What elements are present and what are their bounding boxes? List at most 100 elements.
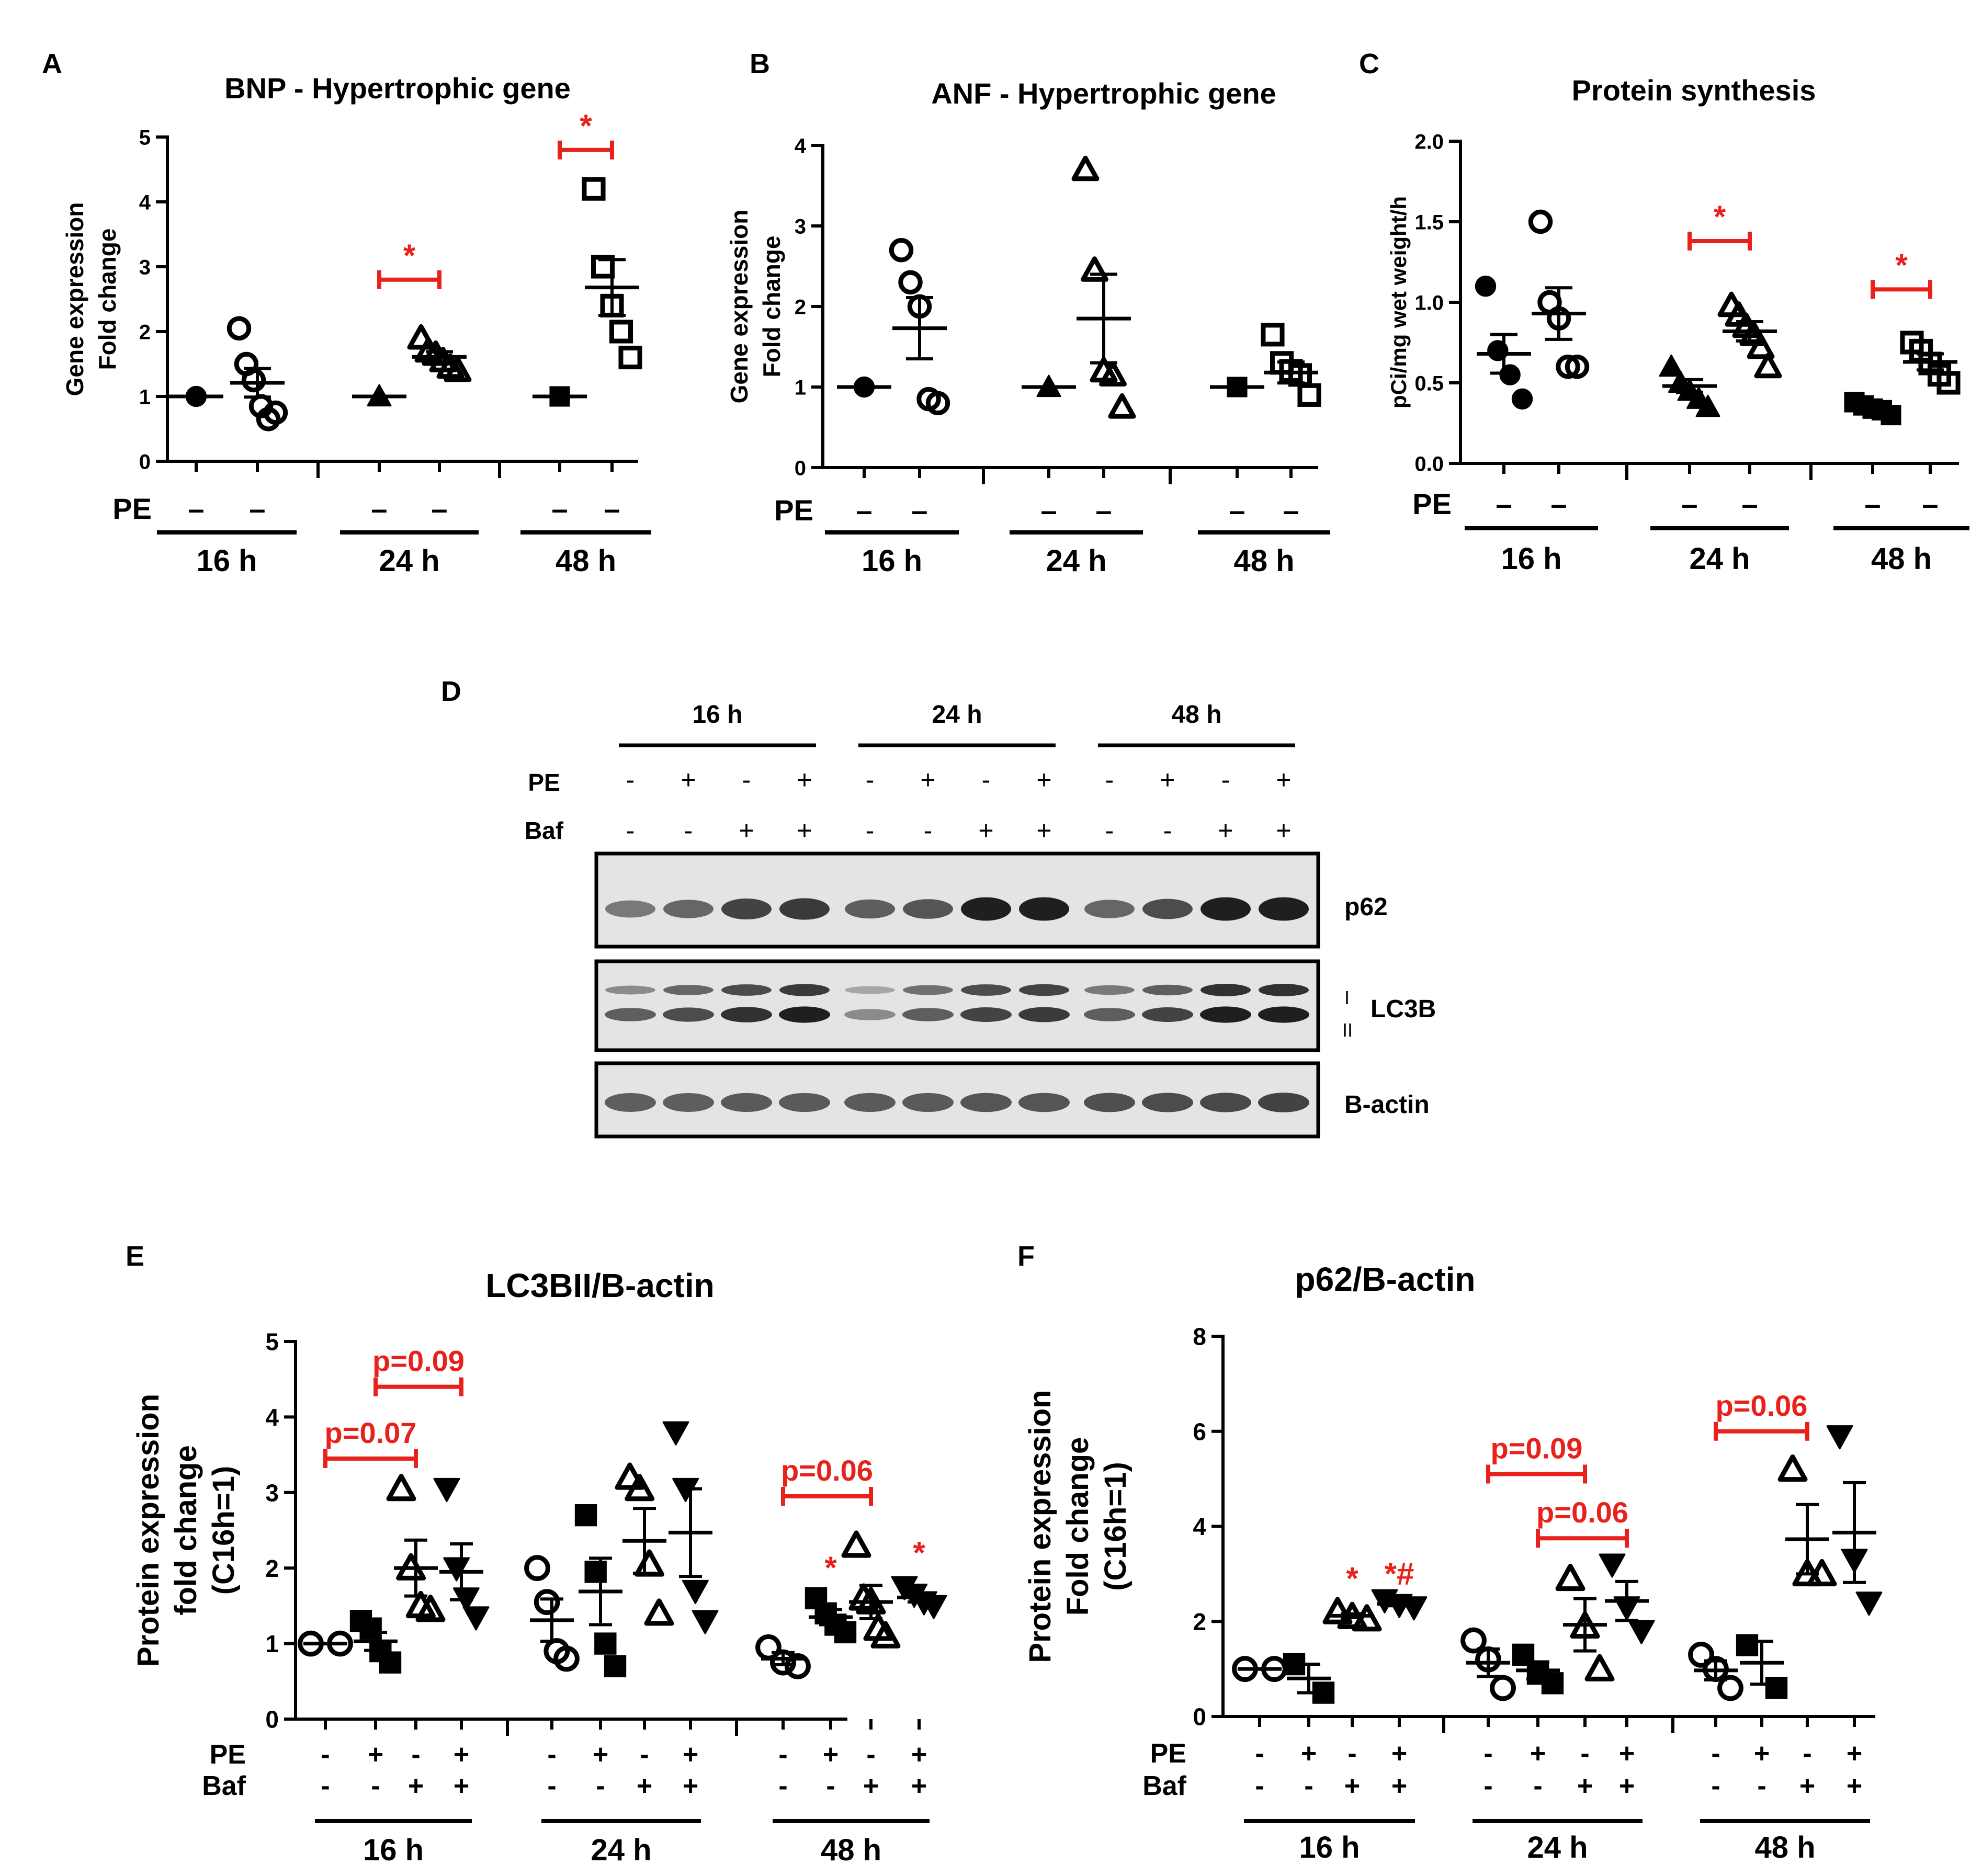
data-point [1511, 388, 1533, 410]
y-tick-label: 4 [265, 1404, 279, 1431]
band-b-actin [1200, 1093, 1251, 1112]
band-p62 [721, 899, 772, 919]
data-point [584, 1561, 607, 1583]
condition-symbol: – [1681, 487, 1697, 520]
y-tick-label: 3 [265, 1479, 279, 1506]
data-point [1717, 1675, 1743, 1701]
y-axis-label: Fold change [1061, 1437, 1095, 1616]
band-b-actin [960, 1093, 1012, 1112]
panel-A: A BNP - Hypertrophic gene Gene expression F… [42, 48, 651, 578]
data-point [524, 1555, 550, 1582]
significance-label: p=0.06 [1716, 1389, 1808, 1422]
data-point [1747, 333, 1775, 359]
y-axis-label: (C16h=1) [207, 1466, 241, 1595]
data-point [1460, 1627, 1487, 1654]
panel-letter: A [42, 48, 62, 79]
condition-symbol: – [1095, 494, 1112, 527]
blot-baf-symbol: + [1276, 816, 1291, 845]
significance-label: * [580, 108, 592, 143]
band-lc3b-ii [1018, 1007, 1070, 1022]
blot-pe-symbol: - [1105, 765, 1114, 794]
condition-symbol: + [1344, 1771, 1360, 1801]
band-lc3b-i [1142, 984, 1193, 996]
band-b-actin [902, 1093, 954, 1112]
blot-band-label: p62 [1344, 893, 1388, 921]
y-tick-label: 6 [1193, 1418, 1206, 1445]
significance-label: p=0.07 [325, 1416, 417, 1449]
data-point [634, 1549, 664, 1577]
band-lc3b-i [1200, 984, 1251, 996]
blot-baf-symbol: - [684, 816, 693, 845]
condition-symbol: – [911, 494, 927, 527]
condition-symbol: + [1619, 1771, 1635, 1801]
condition-symbol: - [1483, 1738, 1492, 1769]
data-point [1555, 1563, 1585, 1591]
condition-row-label: PE [774, 494, 813, 527]
blot-time-label: 24 h [932, 701, 982, 729]
data-point [359, 1617, 382, 1640]
y-axis-label: fold change [169, 1445, 203, 1615]
data-point [553, 1645, 580, 1672]
data-point [1826, 1425, 1853, 1450]
band-b-actin [721, 1093, 772, 1112]
condition-symbol: + [1619, 1738, 1635, 1769]
condition-row-label: PE [1150, 1738, 1186, 1769]
condition-symbol: + [454, 1771, 469, 1801]
condition-symbol: - [1483, 1771, 1492, 1801]
data-point [1081, 256, 1108, 282]
y-tick-label: 2 [1193, 1608, 1206, 1635]
y-axis-label: (C16h=1) [1098, 1462, 1132, 1591]
band-p62 [605, 900, 655, 918]
significance-label: p=0.06 [781, 1454, 873, 1487]
data-point [898, 270, 923, 294]
condition-symbol: + [823, 1739, 839, 1770]
time-label: 24 h [1689, 542, 1750, 576]
time-label: 24 h [1527, 1830, 1588, 1864]
condition-symbol: - [640, 1739, 649, 1770]
condition-symbol: + [1577, 1771, 1593, 1801]
significance-label: * [913, 1535, 925, 1570]
time-label: 48 h [821, 1833, 881, 1867]
data-point [443, 1557, 470, 1582]
condition-symbol: - [778, 1771, 787, 1801]
condition-symbol: – [371, 492, 387, 525]
y-tick-label: 1 [795, 376, 806, 399]
time-label: 16 h [1299, 1830, 1360, 1864]
condition-symbol: + [593, 1739, 608, 1770]
time-label: 24 h [1046, 544, 1106, 578]
data-point [462, 1606, 490, 1631]
band-p62 [663, 900, 713, 918]
band-p62 [845, 899, 895, 919]
condition-symbol: + [1799, 1771, 1815, 1801]
y-tick-label: 1.5 [1414, 211, 1444, 234]
panel-E: E LC3BII/B-actin Protein expression fold ch… [126, 1241, 947, 1867]
y-axis-label: Gene expression [61, 202, 88, 396]
y-tick-label: 4 [1193, 1513, 1206, 1540]
y-tick-label: 3 [795, 215, 806, 238]
data-point [1736, 1634, 1759, 1656]
y-axis-label: Fold change [94, 229, 121, 370]
condition-symbol: + [1847, 1771, 1862, 1801]
y-axis-label: Fold change [758, 236, 785, 378]
significance-label: p=0.09 [1491, 1432, 1583, 1465]
condition-symbol: - [547, 1771, 556, 1801]
y-tick-label: 0 [1193, 1703, 1206, 1731]
blot-band-sublabel: I [1344, 987, 1350, 1008]
condition-symbol: + [1301, 1738, 1317, 1769]
condition-symbol: – [604, 492, 620, 525]
data-point [574, 1504, 597, 1527]
condition-symbol: - [866, 1739, 875, 1770]
condition-symbol: – [188, 492, 204, 525]
condition-symbol: + [1530, 1738, 1546, 1769]
data-point [379, 1651, 402, 1674]
blot-baf-symbol: + [739, 816, 754, 845]
data-point [415, 1595, 446, 1622]
condition-symbol: - [1304, 1771, 1313, 1801]
condition-symbol: - [321, 1739, 330, 1770]
data-point [1695, 394, 1720, 417]
condition-symbol: – [1922, 487, 1938, 520]
y-tick-label: 1 [265, 1630, 279, 1657]
data-point [1936, 371, 1961, 395]
band-lc3b-ii [1258, 1006, 1309, 1023]
condition-symbol: + [683, 1739, 698, 1770]
